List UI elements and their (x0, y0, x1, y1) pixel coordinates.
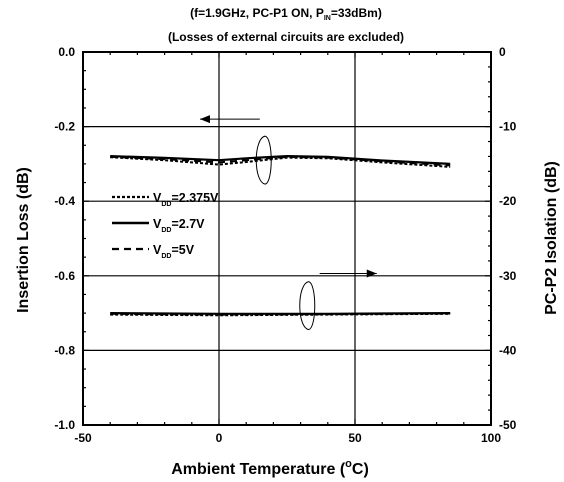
y-tick-label-left: -0.2 (54, 120, 75, 134)
y-tick-label-right: -10 (499, 120, 517, 134)
y-tick-label-right: 0 (499, 45, 506, 59)
y-axis-title-right: PC-P2 Isolation (dB) (543, 161, 560, 315)
y-tick-label-right: -40 (499, 343, 517, 357)
annotation-arrow-left-head (199, 115, 210, 124)
series-isolation-dashed (110, 312, 451, 316)
plot-frame (82, 51, 492, 426)
y-tick-label-left: 0.0 (58, 45, 75, 59)
tick-labels: -50 0 50 100 0.0 -0.2 -0.4 -0.6 -0.8 -1.0 0 -10 -20 -… (54, 45, 516, 445)
x-tick-label: 100 (481, 431, 501, 445)
series-insertion_loss-solid (110, 155, 451, 165)
grid-lines (83, 52, 491, 425)
series-insertion_loss-dotted (110, 156, 451, 168)
legend-label-0: VDD=2.375V (153, 191, 219, 208)
y-tick-label-left: -0.4 (54, 194, 75, 208)
x-tick-label: 50 (348, 431, 362, 445)
y-tick-label-left: -0.6 (54, 269, 75, 283)
y-tick-label-right: -20 (499, 194, 517, 208)
series-group (110, 155, 451, 317)
annotation-ellipse-3 (299, 281, 316, 331)
subtitle-line-1: (f=1.9GHz, PC-P1 ON, PIN=33dBm) (190, 6, 382, 22)
x-tick-label: 0 (216, 431, 223, 445)
annotation-ellipse-1 (255, 135, 272, 185)
plot-border (82, 51, 492, 426)
y-tick-label-right: -30 (499, 269, 517, 283)
y-axis-title-left: Insertion Loss (dB) (15, 167, 32, 313)
annotations (199, 115, 377, 331)
subtitle-line-2: (Losses of external circuits are exclude… (168, 30, 404, 44)
axis-ticks (82, 51, 492, 426)
legend: VDD=2.375V VDD=2.7V VDD=5V (112, 191, 219, 260)
legend-label-2: VDD=5V (153, 243, 195, 260)
y-tick-label-left: -0.8 (54, 343, 75, 357)
y-tick-label-right: -50 (499, 418, 517, 432)
series-insertion_loss-dashed (110, 155, 451, 167)
x-tick-label: -50 (74, 431, 92, 445)
x-axis-title: Ambient Temperature (oC) (171, 458, 369, 478)
y-tick-label-left: -1.0 (54, 418, 75, 432)
annotation-arrow-right-head (366, 269, 377, 278)
legend-label-1: VDD=2.7V (153, 217, 205, 234)
